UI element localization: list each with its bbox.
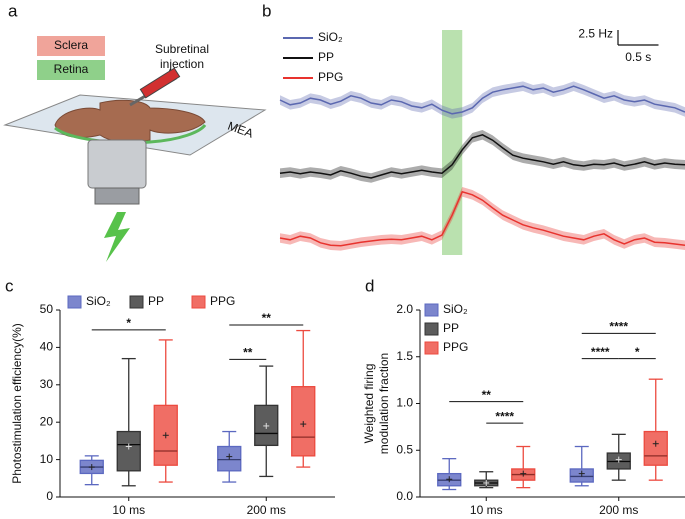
significance-label: **** [609, 320, 628, 334]
x-tick-label: 10 ms [470, 503, 503, 517]
legend-label: PP [318, 50, 334, 64]
significance-label: **** [591, 345, 610, 359]
sclera-swatch [37, 36, 105, 56]
y-tick-label: 2.0 [396, 302, 413, 316]
significance-label: * [126, 316, 131, 330]
box [643, 430, 668, 466]
injection-label: injection [160, 57, 204, 71]
objective [87, 139, 147, 189]
legend-swatch [67, 295, 82, 309]
light-flash [104, 212, 130, 262]
y-tick-label: 1.0 [396, 396, 413, 410]
y-axis-label: modulation fraction [377, 353, 391, 454]
trace [279, 190, 685, 247]
legend-label: PPG [318, 70, 343, 84]
x-tick-label: 10 ms [112, 503, 145, 517]
y-tick-label: 0.0 [396, 489, 413, 503]
significance-label: **** [495, 409, 514, 423]
legend-swatch [424, 322, 439, 336]
panel-label: d [365, 276, 374, 295]
legend-label: SiO₂ [443, 302, 468, 316]
y-tick-label: 20 [40, 414, 54, 428]
mea-label: MEA [226, 119, 255, 141]
legend-label: SiO₂ [86, 294, 111, 308]
legend-swatch [424, 341, 439, 355]
significance-label: ** [482, 388, 492, 402]
y-tick-label: 10 [40, 452, 54, 466]
box [116, 430, 141, 472]
legend-swatch [129, 295, 144, 309]
diagram: a Sclera Retina Subretinal injection MEA [3, 1, 267, 262]
y-axis-label: Photostimulation efficiency(%) [10, 323, 24, 484]
error-band [280, 81, 685, 119]
significance-label: ** [262, 311, 272, 325]
y-tick-label: 0.5 [396, 442, 413, 456]
panel-label: b [262, 1, 271, 20]
y-tick-label: 1.5 [396, 349, 413, 363]
scalebar-y-label: 2.5 Hz [578, 27, 613, 41]
legend-swatch [191, 295, 206, 309]
objective-tip [94, 187, 140, 205]
sclera-label: Sclera [54, 38, 88, 52]
y-tick-label: 50 [40, 302, 54, 316]
error-band [280, 130, 685, 183]
legend-swatch [424, 303, 439, 317]
scalebar-x-label: 0.5 s [625, 50, 651, 64]
x-tick-label: 200 ms [599, 503, 638, 517]
panel-label: a [8, 1, 18, 20]
legend-label: PPG [443, 340, 468, 354]
trace [279, 85, 685, 115]
retina-swatch [37, 60, 105, 80]
legend-label: PPG [210, 294, 235, 308]
tissue [54, 99, 206, 143]
stimulus-window [442, 30, 463, 255]
y-tick-label: 0 [46, 489, 53, 503]
y-tick-label: 40 [40, 340, 54, 354]
syringe [139, 67, 181, 99]
retina-layer [54, 123, 207, 145]
error-band [280, 187, 685, 251]
panel-label: c [5, 276, 14, 295]
y-axis-label: Weighted firing [362, 364, 376, 444]
injection-label: Subretinal [155, 42, 209, 56]
significance-label: * [635, 345, 640, 359]
retina-label: Retina [54, 62, 89, 76]
y-tick-label: 30 [40, 377, 54, 391]
legend-label: PP [148, 294, 164, 308]
legend-label: PP [443, 321, 459, 335]
x-tick-label: 200 ms [247, 503, 286, 517]
trace [279, 133, 685, 179]
legend-label: SiO₂ [318, 30, 343, 44]
significance-label: ** [243, 346, 253, 360]
